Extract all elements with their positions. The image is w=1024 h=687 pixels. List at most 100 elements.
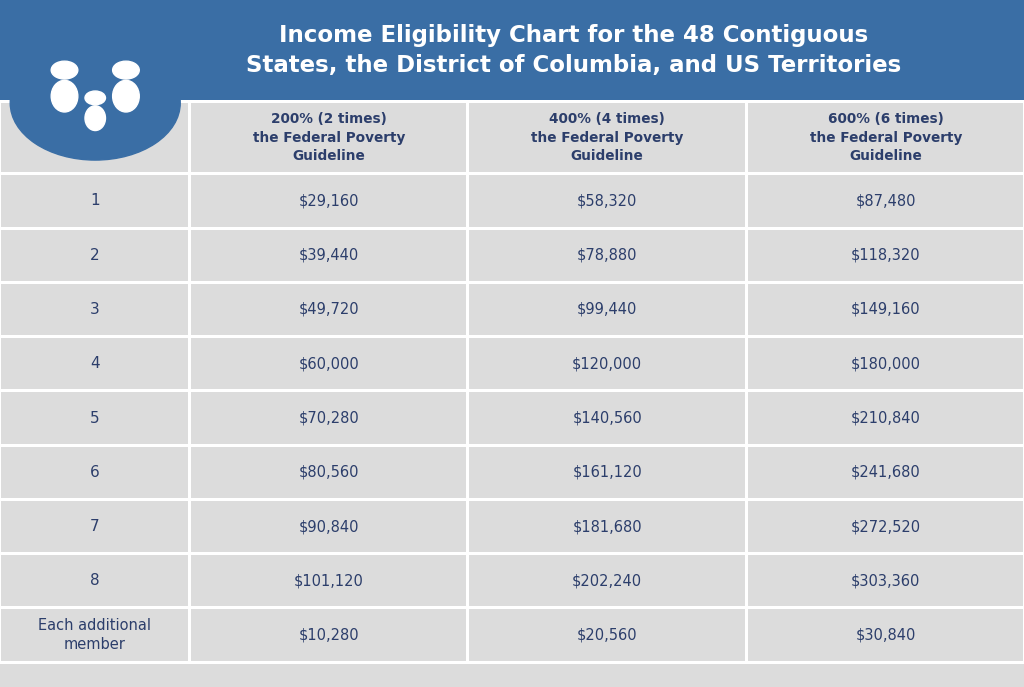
Text: Family Size: Family Size — [51, 131, 138, 145]
Bar — [467, 391, 469, 445]
Bar — [188, 337, 190, 391]
Text: $60,000: $60,000 — [298, 357, 359, 371]
Circle shape — [85, 91, 105, 104]
Bar — [745, 228, 748, 282]
Bar — [745, 499, 748, 554]
Text: Each additional
member: Each additional member — [38, 618, 152, 652]
Bar — [0, 335, 1024, 338]
Bar — [0, 445, 1024, 499]
Text: 6: 6 — [90, 465, 99, 480]
Text: 3: 3 — [90, 302, 99, 317]
Text: 200% (2 times)
the Federal Poverty
Guideline: 200% (2 times) the Federal Poverty Guide… — [253, 113, 404, 163]
Bar — [0, 0, 1024, 102]
Bar — [745, 337, 748, 391]
Circle shape — [10, 46, 180, 160]
Bar — [188, 608, 190, 662]
Text: $210,840: $210,840 — [851, 411, 921, 425]
Text: $80,560: $80,560 — [298, 465, 359, 480]
Bar — [745, 391, 748, 445]
Text: $149,160: $149,160 — [851, 302, 921, 317]
Bar — [745, 445, 748, 499]
Circle shape — [51, 61, 78, 79]
Text: $70,280: $70,280 — [298, 411, 359, 425]
Bar — [0, 498, 1024, 501]
Text: $30,840: $30,840 — [856, 628, 915, 642]
Bar — [467, 228, 469, 282]
Text: $29,160: $29,160 — [298, 194, 359, 208]
Bar — [745, 608, 748, 662]
Bar — [0, 552, 1024, 555]
Text: $202,240: $202,240 — [572, 574, 642, 588]
Bar — [0, 661, 1024, 664]
Bar — [0, 227, 1024, 229]
Bar — [0, 390, 1024, 392]
Text: States, the District of Columbia, and US Territories: States, the District of Columbia, and US… — [246, 54, 901, 78]
Text: $181,680: $181,680 — [572, 519, 642, 534]
Bar — [467, 102, 469, 174]
Bar — [188, 102, 190, 174]
Text: 600% (6 times)
the Federal Poverty
Guideline: 600% (6 times) the Federal Poverty Guide… — [810, 113, 962, 163]
Text: 7: 7 — [90, 519, 99, 534]
Text: 1: 1 — [90, 194, 99, 208]
Text: $39,440: $39,440 — [299, 248, 358, 262]
Bar — [745, 102, 748, 174]
Bar — [745, 554, 748, 608]
Bar — [188, 499, 190, 554]
Ellipse shape — [113, 80, 139, 112]
Bar — [188, 174, 190, 228]
Bar — [0, 174, 1024, 228]
Text: $140,560: $140,560 — [572, 411, 642, 425]
Text: $101,120: $101,120 — [294, 574, 364, 588]
Ellipse shape — [51, 80, 78, 112]
Text: $161,120: $161,120 — [572, 465, 642, 480]
Bar — [467, 445, 469, 499]
Text: 2: 2 — [90, 248, 99, 262]
Text: 4: 4 — [90, 357, 99, 371]
Text: $99,440: $99,440 — [578, 302, 637, 317]
Bar — [0, 499, 1024, 554]
Ellipse shape — [85, 106, 105, 131]
Bar — [0, 662, 1024, 663]
Text: Income Eligibility Chart for the 48 Contiguous: Income Eligibility Chart for the 48 Cont… — [279, 24, 868, 47]
Bar — [0, 228, 1024, 282]
Text: $20,560: $20,560 — [577, 628, 638, 642]
Bar — [467, 282, 469, 337]
Bar — [188, 282, 190, 337]
Text: $180,000: $180,000 — [851, 357, 921, 371]
Bar — [467, 174, 469, 228]
Bar — [188, 228, 190, 282]
Bar — [0, 281, 1024, 284]
Bar — [0, 554, 1024, 608]
Text: 8: 8 — [90, 574, 99, 588]
Circle shape — [113, 61, 139, 79]
Bar — [188, 445, 190, 499]
Bar — [0, 337, 1024, 391]
Text: $303,360: $303,360 — [851, 574, 921, 588]
Text: $118,320: $118,320 — [851, 248, 921, 262]
Bar — [0, 282, 1024, 337]
Bar — [467, 608, 469, 662]
Bar — [467, 337, 469, 391]
Bar — [0, 607, 1024, 609]
Bar — [188, 554, 190, 608]
Text: $90,840: $90,840 — [298, 519, 359, 534]
Text: $49,720: $49,720 — [298, 302, 359, 317]
Bar — [0, 172, 1024, 175]
Text: $58,320: $58,320 — [578, 194, 637, 208]
Text: $241,680: $241,680 — [851, 465, 921, 480]
Text: 5: 5 — [90, 411, 99, 425]
Text: $10,280: $10,280 — [298, 628, 359, 642]
Bar — [467, 499, 469, 554]
Bar — [745, 174, 748, 228]
Bar — [0, 608, 1024, 662]
Bar — [188, 391, 190, 445]
Bar — [467, 554, 469, 608]
Bar — [0, 391, 1024, 445]
Text: $78,880: $78,880 — [577, 248, 638, 262]
Text: 400% (4 times)
the Federal Poverty
Guideline: 400% (4 times) the Federal Poverty Guide… — [531, 113, 683, 163]
Text: $120,000: $120,000 — [572, 357, 642, 371]
Text: $272,520: $272,520 — [851, 519, 921, 534]
Bar — [0, 100, 1024, 103]
Text: $87,480: $87,480 — [855, 194, 916, 208]
Bar — [0, 102, 1024, 174]
